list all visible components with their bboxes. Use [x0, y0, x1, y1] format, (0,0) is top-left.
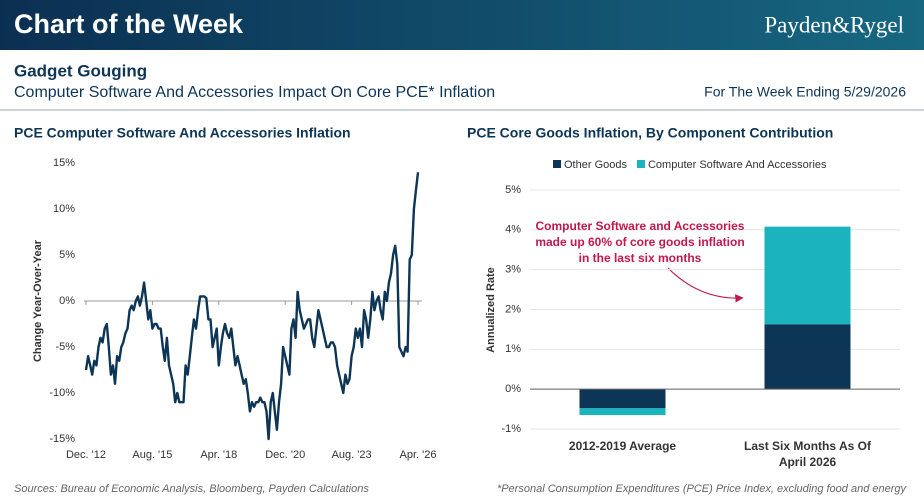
y-tick-label: 3%	[505, 264, 521, 276]
x-tick-label: Apr. '18	[200, 449, 237, 461]
banner	[0, 0, 924, 50]
bar-segment	[579, 408, 666, 416]
y-axis-label: Change Year-Over-Year	[32, 239, 44, 362]
legend-label: Computer Software And Accessories	[648, 159, 827, 171]
date-note: For The Week Ending 5/29/2026	[704, 84, 906, 100]
x-tick-label: Aug. '15	[132, 449, 172, 461]
page-title: Gadget Gouging	[14, 61, 147, 80]
y-tick-label: -10%	[49, 387, 75, 399]
y-tick-label: 10%	[53, 203, 75, 215]
y-tick-label: -1%	[501, 423, 521, 435]
legend-swatch	[553, 160, 561, 168]
bar-segment	[579, 389, 666, 409]
annotation: Computer Software and Accessories made u…	[535, 219, 745, 265]
y-tick-label: -15%	[49, 433, 75, 445]
x-tick-label: Aug. '23	[332, 449, 372, 461]
y-tick-label: 2%	[505, 303, 521, 315]
annotation-arrow	[667, 267, 744, 303]
y-tick-label: 5%	[505, 184, 521, 196]
y-tick-label: 0%	[505, 383, 521, 395]
y-tick-label: 15%	[53, 157, 75, 169]
logo: Payden&Rygel	[764, 12, 904, 37]
x-tick-label: Last Six Months As Of April 2026	[744, 439, 871, 469]
line-series	[84, 172, 420, 441]
chart-title: PCE Computer Software And Accessories In…	[14, 125, 351, 141]
x-tick-label: Dec. '12	[66, 449, 106, 461]
y-tick-label: 1%	[505, 343, 521, 355]
y-tick-label: 5%	[59, 249, 75, 261]
y-tick-label: -5%	[55, 341, 75, 353]
subtitle: Computer Software And Accessories Impact…	[14, 84, 495, 101]
bar-segment	[764, 226, 851, 325]
chart-title: PCE Core Goods Inflation, By Component C…	[467, 125, 833, 141]
x-tick-label: Apr. '26	[400, 449, 437, 461]
x-tick-label: Dec. '20	[265, 449, 305, 461]
y-tick-label: 0%	[59, 295, 75, 307]
footnote: *Personal Consumption Expenditures (PCE)…	[497, 483, 908, 495]
legend-swatch	[636, 160, 645, 168]
x-tick-label: 2012-2019 Average	[568, 439, 677, 453]
banner-title: Chart of the Week	[14, 9, 244, 39]
bar-segment	[764, 324, 851, 390]
y-tick-label: 4%	[505, 224, 521, 236]
y-axis-label: Annualized Rate	[485, 267, 497, 353]
legend-label: Other Goods	[564, 159, 627, 171]
sources: Sources: Bureau of Economic Analysis, Bl…	[14, 483, 369, 495]
